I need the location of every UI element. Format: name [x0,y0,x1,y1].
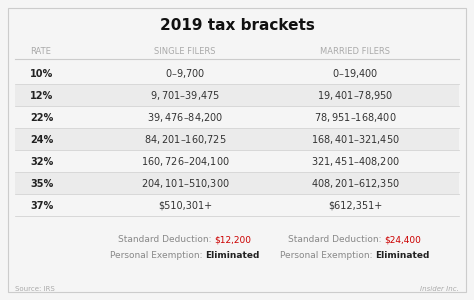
Text: $19,401 – $78,950: $19,401 – $78,950 [317,89,393,103]
Text: Personal Exemption:: Personal Exemption: [110,251,206,260]
Text: Standard Deduction:: Standard Deduction: [288,236,385,244]
Text: 35%: 35% [30,179,53,189]
Text: Standard Deduction:: Standard Deduction: [118,236,215,244]
Text: 24%: 24% [30,135,53,145]
Text: $168,401 – $321,450: $168,401 – $321,450 [310,134,400,146]
Text: Source: IRS: Source: IRS [15,286,55,292]
Text: $408,201 – $612,350: $408,201 – $612,350 [310,178,400,190]
Text: MARRIED FILERS: MARRIED FILERS [320,47,390,56]
Text: $160,726 – $204,100: $160,726 – $204,100 [141,155,229,169]
Text: 32%: 32% [30,157,53,167]
Text: $321,451 – $408,200: $321,451 – $408,200 [310,155,400,169]
Text: $84,201 – $160,725: $84,201 – $160,725 [144,134,226,146]
Text: Eliminated: Eliminated [375,251,430,260]
Text: Personal Exemption:: Personal Exemption: [280,251,375,260]
Text: $24,400: $24,400 [385,236,422,244]
Bar [15,173,459,194]
Text: 22%: 22% [30,113,53,123]
Text: $0 – $19,400: $0 – $19,400 [332,68,378,80]
Text: RATE: RATE [30,47,51,56]
Text: $0 – $9,700: $0 – $9,700 [165,68,205,80]
Text: Insider Inc.: Insider Inc. [420,286,459,292]
Bar [15,129,459,150]
Text: $9,701 – $39,475: $9,701 – $39,475 [150,89,220,103]
Text: 10%: 10% [30,69,53,79]
Text: $204,101 – $510,300: $204,101 – $510,300 [141,178,229,190]
Text: $12,200: $12,200 [215,236,252,244]
Text: $78,951 – $168,400: $78,951 – $168,400 [314,112,396,124]
Text: 2019 tax brackets: 2019 tax brackets [160,18,314,33]
Text: 37%: 37% [30,201,53,211]
Text: $510,301+: $510,301+ [158,201,212,211]
Text: 12%: 12% [30,91,53,101]
Text: $39,476 – $84,200: $39,476 – $84,200 [147,112,223,124]
Bar [15,85,459,106]
Text: $612,351+: $612,351+ [328,201,382,211]
Text: Eliminated: Eliminated [206,251,260,260]
Text: SINGLE FILERS: SINGLE FILERS [154,47,216,56]
